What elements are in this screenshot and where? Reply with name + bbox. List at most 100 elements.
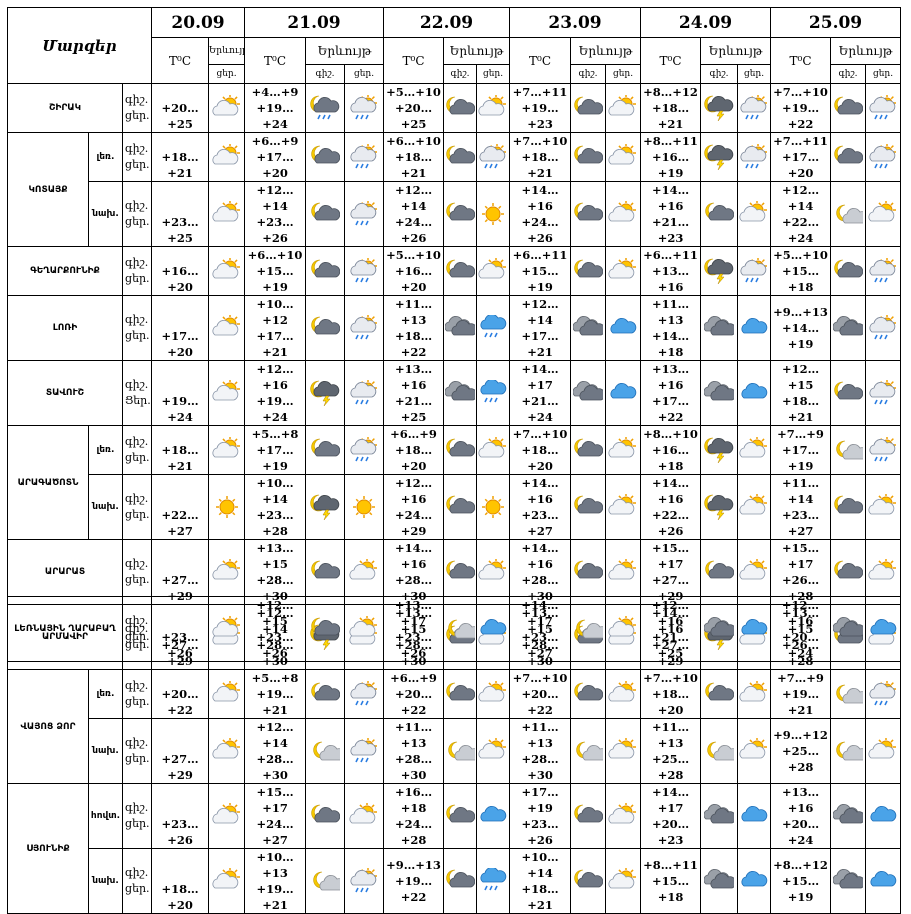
icon [350, 380, 378, 405]
temp-value: +5…+10 [386, 85, 441, 99]
icon [576, 619, 603, 639]
icon [608, 201, 637, 222]
weather-icon [737, 295, 772, 361]
temp-value: +23…+26 [161, 817, 199, 847]
temp-cell: +5…+10 +15…+18 [770, 246, 832, 296]
icon [445, 316, 476, 336]
weather-icon [344, 474, 385, 540]
temp-cell: +5…+10 +20…+25 [383, 83, 445, 133]
temp-value: +27…+29 [161, 752, 199, 782]
weather-icon [737, 848, 772, 914]
temp-value: +5…+8 [251, 427, 299, 441]
temp-value: +12…+14 [394, 183, 433, 213]
temp-cell: +11…+13 +18…+22 [383, 295, 445, 361]
weather-icon [443, 474, 478, 540]
icon [740, 95, 768, 120]
icon [350, 144, 378, 169]
period-label: ցեր. [125, 882, 150, 895]
icon [350, 315, 378, 340]
period-cell: գիշ. ցեր. [121, 181, 153, 247]
weather-icon [605, 783, 642, 849]
temp-cell: +23…+25 [151, 181, 210, 247]
weather-icon [305, 596, 345, 662]
weather-icon [305, 425, 346, 475]
period-label: գիշ. [125, 801, 149, 814]
day-header: ցեր. [737, 64, 772, 84]
temp-cell: +12…+14 +23…+26 [244, 181, 307, 247]
weather-icon [443, 132, 478, 182]
icon [740, 258, 768, 283]
temp-value: +24…+27 [256, 817, 294, 847]
icon [869, 681, 897, 706]
weather-icon [208, 295, 246, 361]
temp-header: T⁰C [770, 37, 832, 84]
icon [313, 871, 341, 891]
icon [480, 315, 507, 338]
temp-cell: +16…+18 +24…+28 [383, 783, 445, 849]
icon [482, 203, 505, 225]
period-label: ցեր. [125, 451, 150, 464]
temp-cell: +8…+12 +15…+19 [770, 848, 832, 914]
icon [833, 617, 863, 637]
icon [446, 560, 476, 579]
icon [446, 438, 476, 457]
temp-value: +15…+18 [651, 874, 690, 904]
temp-value: +9…+13 [386, 858, 441, 872]
weather-icon [865, 718, 902, 784]
date-header: 24.09 [640, 7, 772, 38]
icon [310, 494, 340, 520]
weather-icon [605, 596, 641, 662]
temp-value: +24…+29 [394, 508, 433, 538]
icon [704, 617, 734, 637]
icon [608, 738, 637, 759]
temp-value: +8…+10 [643, 427, 698, 441]
icon [868, 559, 897, 580]
icon [836, 204, 864, 224]
weather-icon [737, 539, 772, 605]
temp-value: +18…+21 [521, 150, 559, 180]
temp-value: +13…+15 [256, 541, 294, 571]
icon [480, 806, 507, 822]
temp-value: +15…+18 [781, 264, 820, 294]
temp-value: +14…+16 [651, 183, 690, 213]
icon [479, 144, 507, 169]
weather-icon [737, 181, 772, 247]
weather-icon [443, 848, 478, 914]
weather-icon [700, 132, 739, 182]
temp-cell: +7…+10 +18…+20 [509, 425, 572, 475]
temp-cell: +14…+16 +28…+30 [383, 539, 445, 605]
icon [739, 738, 768, 759]
region-name: ՎԱՅՈՑ ՁՈՐ [7, 669, 89, 784]
temp-cell: +17…+20 [151, 295, 210, 361]
temp-cell: +7…+10 +19…+22 [770, 83, 832, 133]
weather-icon [443, 181, 478, 247]
temp-cell: +12…+14 +28…+30 [244, 718, 307, 784]
weather-icon [605, 539, 642, 605]
icon [446, 495, 476, 514]
header-row: Մարզեր 20.09 21.09 22.09 23.09 24.09 25.09 [6, 7, 902, 84]
icon [869, 380, 897, 405]
weather-icon [830, 669, 867, 719]
icon [576, 741, 604, 761]
temp-cell: +5…+10 +16…+20 [383, 246, 445, 296]
weather-icon [208, 718, 246, 784]
temp-cell: +6…+11 +15…+19 [509, 246, 572, 296]
weather-icon [305, 718, 346, 784]
weather-icon [865, 848, 902, 914]
icon [311, 202, 341, 221]
temp-cell: +7…+11 +17…+20 [770, 132, 832, 182]
icon [836, 684, 864, 704]
temp-value: +15…+17 [651, 541, 690, 571]
icon [478, 437, 507, 458]
weather-icon [700, 783, 739, 849]
period-label: գիշ. [125, 492, 149, 505]
icon [868, 738, 897, 759]
zone-name: նախ. [88, 848, 123, 914]
icon [833, 316, 864, 336]
zone-name: լեռ. [88, 132, 123, 182]
weather-icon [865, 181, 902, 247]
icon [311, 682, 341, 701]
period-label: Ցեր. [125, 394, 151, 407]
weather-icon [476, 132, 511, 182]
weather-icon [208, 783, 246, 849]
